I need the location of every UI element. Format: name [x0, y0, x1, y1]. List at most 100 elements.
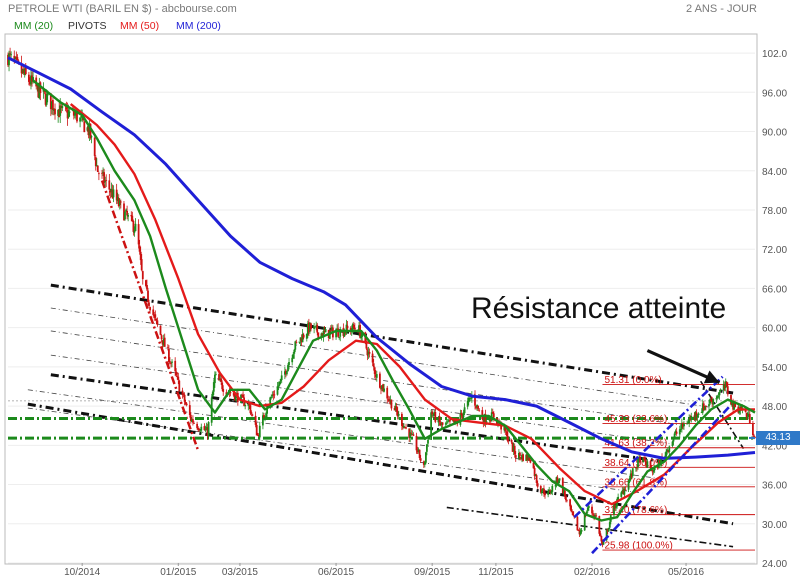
candle-body	[29, 81, 31, 85]
candle-body	[20, 63, 23, 74]
candle-body	[620, 492, 623, 497]
candle-body	[521, 454, 523, 460]
candle-body	[746, 416, 749, 417]
candle-body	[401, 413, 403, 426]
candle-body	[433, 411, 436, 416]
candle-body	[321, 333, 324, 338]
candle-body	[295, 341, 298, 343]
candle-body	[131, 215, 134, 222]
candle-body	[539, 486, 542, 493]
candle-body	[139, 251, 142, 261]
candle-body	[225, 392, 228, 395]
candle-body	[112, 189, 115, 198]
candle-body	[394, 406, 397, 410]
candle-body	[511, 442, 514, 452]
candle-body	[605, 530, 608, 541]
candle-body	[250, 412, 253, 414]
candle-body	[273, 394, 276, 396]
candle-body	[419, 458, 422, 461]
candle-body	[569, 499, 571, 507]
candle-body	[522, 454, 524, 461]
candle-body	[594, 515, 597, 517]
candle-body	[481, 410, 484, 420]
trend-line	[50, 354, 670, 444]
x-tick-label: 03/2015	[222, 567, 259, 578]
candle-body	[117, 198, 120, 206]
fibonacci-level-label: 31.40 (78.6%)	[604, 505, 667, 516]
candle-body	[688, 418, 691, 423]
candle-body	[52, 99, 54, 110]
x-tick-label: 10/2014	[64, 567, 101, 578]
candle-body	[37, 84, 40, 98]
candle-body	[30, 75, 32, 85]
candle-body	[59, 105, 62, 116]
candle-body	[89, 123, 92, 139]
candle-body	[211, 391, 214, 397]
candle-body	[154, 314, 157, 318]
candle-body	[270, 397, 273, 398]
candle-body	[513, 445, 516, 455]
candle-body	[367, 351, 370, 355]
candle-body	[299, 337, 302, 342]
candle-body	[178, 380, 181, 392]
candle-body	[547, 491, 549, 495]
trend-line	[27, 389, 655, 479]
candle-body	[615, 505, 617, 508]
candle-body	[23, 68, 26, 75]
candle-body	[591, 506, 593, 514]
candle-body	[702, 403, 705, 411]
candle-body	[588, 506, 590, 508]
candle-body	[441, 422, 444, 425]
candle-body	[636, 467, 638, 469]
candle-body	[719, 389, 722, 392]
candle-body	[549, 490, 552, 493]
candle-body	[397, 414, 400, 416]
candle-body	[696, 415, 699, 418]
candle-body	[646, 461, 649, 468]
candle-body	[440, 423, 443, 425]
candle-body	[218, 374, 220, 381]
candle-body	[467, 398, 470, 402]
candle-body	[315, 325, 318, 327]
candle-body	[600, 536, 603, 542]
candle-body	[156, 320, 159, 325]
candle-body	[123, 203, 125, 221]
candle-body	[93, 137, 96, 156]
candle-body	[168, 349, 170, 363]
candle-body	[583, 515, 586, 531]
candle-body	[452, 420, 454, 422]
candle-body	[602, 540, 605, 545]
candle-body	[504, 425, 507, 431]
candle-body	[31, 75, 33, 82]
candle-body	[753, 435, 755, 438]
candle-body	[555, 477, 558, 486]
candle-body	[725, 382, 728, 386]
candle-body	[412, 434, 415, 436]
candle-body	[132, 220, 135, 232]
candle-body	[752, 423, 754, 435]
candle-body	[219, 379, 221, 381]
candle-body	[118, 200, 121, 205]
candle-body	[346, 325, 349, 329]
candle-body	[478, 409, 481, 411]
decline-trend-line	[100, 180, 200, 451]
candle-body	[666, 449, 669, 452]
candle-body	[410, 432, 413, 434]
candle-body	[125, 209, 127, 212]
candle-body	[51, 101, 53, 108]
candle-body	[579, 531, 582, 535]
candle-body	[28, 74, 30, 82]
candle-body	[476, 404, 478, 407]
candle-body	[570, 505, 572, 512]
candle-body	[623, 488, 626, 495]
candle-body	[163, 337, 166, 347]
candle-body	[430, 412, 432, 440]
fibonacci-level-label: 35.66 (61.8%)	[604, 477, 667, 488]
candle-body	[294, 341, 297, 350]
candle-body	[469, 398, 472, 399]
candle-body	[474, 394, 476, 406]
candle-body	[272, 394, 275, 396]
candle-body	[718, 392, 721, 396]
candle-body	[551, 485, 554, 492]
